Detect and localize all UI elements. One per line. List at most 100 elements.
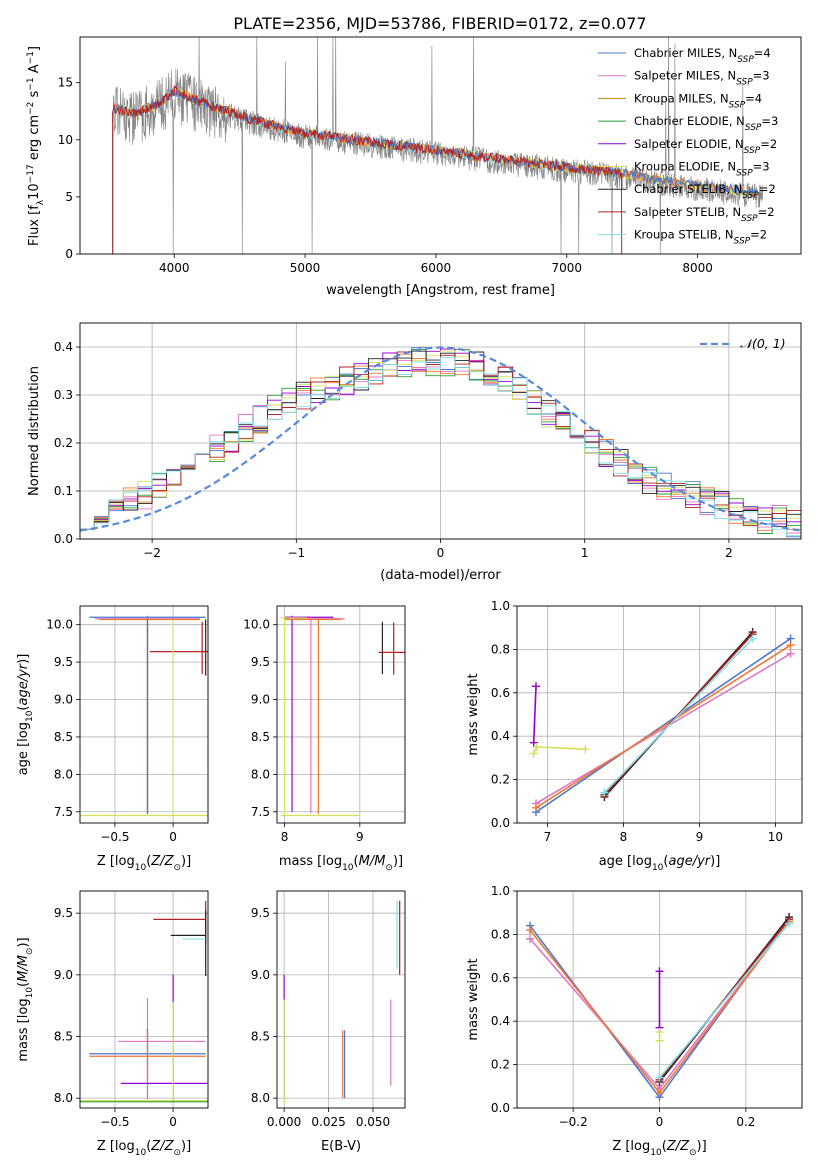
label-part: 10	[650, 1148, 662, 1158]
label-part: SSP	[736, 78, 753, 88]
model-spectrum	[112, 84, 623, 254]
label-part: ⊙	[173, 863, 181, 873]
x-tick-label: 0	[169, 1115, 177, 1129]
y-tick-label: 9.5	[251, 655, 270, 669]
label-part: age [log	[16, 722, 31, 775]
weight-marker	[655, 1028, 664, 1037]
legend-entry: Chabrier ELODIE, NSSP=3	[634, 114, 778, 133]
panel-mass-vs-Z: −0.5 08.08.59.09.5Z [log10(Z/Z⊙)]mass [lo…	[16, 890, 209, 1158]
panel-age-vs-mass: 8 9 7.5 8.0 8.5 9.0 9.5 10.0 mass [log10(M/M⊙)]	[243, 605, 406, 873]
x-axis-label: age [log10(age/yr)]	[599, 854, 721, 873]
y-tick-label: 0.4	[54, 340, 73, 354]
label-part: −17	[26, 164, 36, 183]
label-part: 10	[135, 1148, 147, 1158]
label-part: =3	[753, 69, 770, 83]
label-part: −1	[26, 77, 36, 90]
x-tick-label: 9	[356, 830, 364, 844]
label-part: SSP	[737, 55, 754, 65]
model-spectrum	[112, 85, 623, 254]
x-axis-label: Z [log10(Z/Z⊙)]	[97, 854, 191, 873]
axes-frame	[516, 890, 803, 1109]
label-part: (	[16, 982, 31, 987]
label-part: erg cm	[27, 115, 42, 164]
label-part: 10	[25, 987, 35, 999]
y-tick-label: 8.0	[54, 1091, 73, 1105]
axes-frame	[79, 890, 209, 1109]
label-part: =4	[745, 91, 762, 105]
y-tick-label: 0.0	[54, 532, 73, 546]
x-tick-label: 7000	[551, 261, 582, 275]
plot-area	[283, 900, 401, 1105]
label-part: 10	[652, 863, 664, 873]
y-tick-label: 0.4	[491, 729, 510, 743]
axes-frame	[79, 36, 802, 255]
label-part: 10	[342, 863, 354, 873]
x-tick-label: 4000	[159, 261, 190, 275]
label-part: (	[146, 854, 151, 869]
plot-area	[280, 615, 405, 817]
weight-line	[535, 637, 792, 813]
weight-line	[658, 922, 790, 1079]
panel-mass-vs-ebv: 0.000 0.025 0.050 8.0 8.5 9.0 9.5 E(B-V)	[251, 890, 406, 1154]
x-axis-label: wavelength [Angstrom, rest frame]	[326, 283, 555, 298]
y-tick-label: 9.5	[54, 906, 73, 920]
y-axis-label: Flux [fλ10−17 erg cm−2 s−1 A−1]	[26, 46, 46, 246]
axes-frame	[516, 605, 803, 824]
y-tick-label: 0.0	[491, 1101, 510, 1115]
y-tick-label: 8.5	[54, 1029, 73, 1043]
label-part: ⊙	[173, 1148, 181, 1158]
label-part: age/yr	[16, 662, 31, 705]
plot-area	[112, 37, 764, 254]
weight-line	[532, 746, 586, 754]
x-tick-label: 2	[725, 546, 733, 560]
label-part: 10	[27, 183, 42, 200]
label-part: 10	[135, 863, 147, 873]
label-part: SSP	[734, 237, 751, 247]
y-tick-label: 9.0	[251, 968, 270, 982]
label-part: ⊙	[25, 948, 35, 956]
x-tick-label: −1	[287, 546, 305, 560]
y-tick-label: 0.3	[54, 388, 73, 402]
legend-entry: Kroupa STELIB, NSSP=2	[634, 228, 767, 247]
gaussian-curve	[80, 346, 801, 532]
legend-entry: Kroupa ELODIE, NSSP=3	[634, 160, 770, 179]
y-tick-label: 9.5	[251, 906, 270, 920]
y-axis-label: mass weight	[466, 673, 481, 755]
weight-marker	[600, 788, 609, 797]
plot-area	[80, 615, 208, 817]
label-part: −1	[26, 51, 36, 64]
weight-marker	[525, 934, 534, 943]
legend-entry: Chabrier STELIB, NSSP=2	[634, 182, 776, 201]
x-tick-label: 8	[281, 830, 289, 844]
y-tick-label: 8.5	[251, 1029, 270, 1043]
label-part: )]	[697, 1139, 707, 1154]
weight-line	[603, 637, 754, 794]
label-part: −2	[26, 102, 36, 115]
label-part: Chabrier STELIB, N	[634, 182, 742, 196]
label-part: )]	[393, 854, 403, 869]
x-tick-label: −0.5	[100, 830, 129, 844]
y-tick-label: 0.1	[54, 484, 73, 498]
label-part: Z [log	[97, 1139, 135, 1154]
y-axis-label: mass [log10(M/M⊙)]	[16, 937, 35, 1061]
y-tick-label: 8.0	[251, 1091, 270, 1105]
label-part: Chabrier MILES, N	[634, 46, 737, 60]
panel-weight-vs-Z: −0.2 0 0.2 0.0 0.2 0.4 0.6 0.8 1.0 Z [log10(Z/Z⊙)…	[466, 884, 803, 1158]
figure-title: PLATE=2356, MJD=53786, FIBERID=0172, z=0…	[233, 14, 646, 33]
weight-line	[535, 644, 792, 809]
legend-entry: Chabrier MILES, NSSP=4	[634, 46, 771, 65]
weight-marker	[525, 926, 534, 935]
y-axis-label: age [log10(age/yr)]	[16, 654, 35, 776]
label-part: mass [log	[16, 998, 31, 1061]
label-part: Salpeter MILES, N	[634, 69, 736, 83]
y-tick-label: 10.0	[46, 618, 73, 632]
legend-entry: Salpeter ELODIE, NSSP=2	[634, 137, 777, 156]
label-part: age/yr	[668, 854, 711, 869]
label-part: (	[16, 706, 31, 711]
label-part: mass [log	[279, 854, 342, 869]
weight-marker	[655, 1073, 664, 1082]
weight-marker	[786, 641, 795, 650]
label-part: age [log	[599, 854, 652, 869]
weight-line	[535, 653, 792, 805]
x-tick-label: 0	[437, 546, 445, 560]
